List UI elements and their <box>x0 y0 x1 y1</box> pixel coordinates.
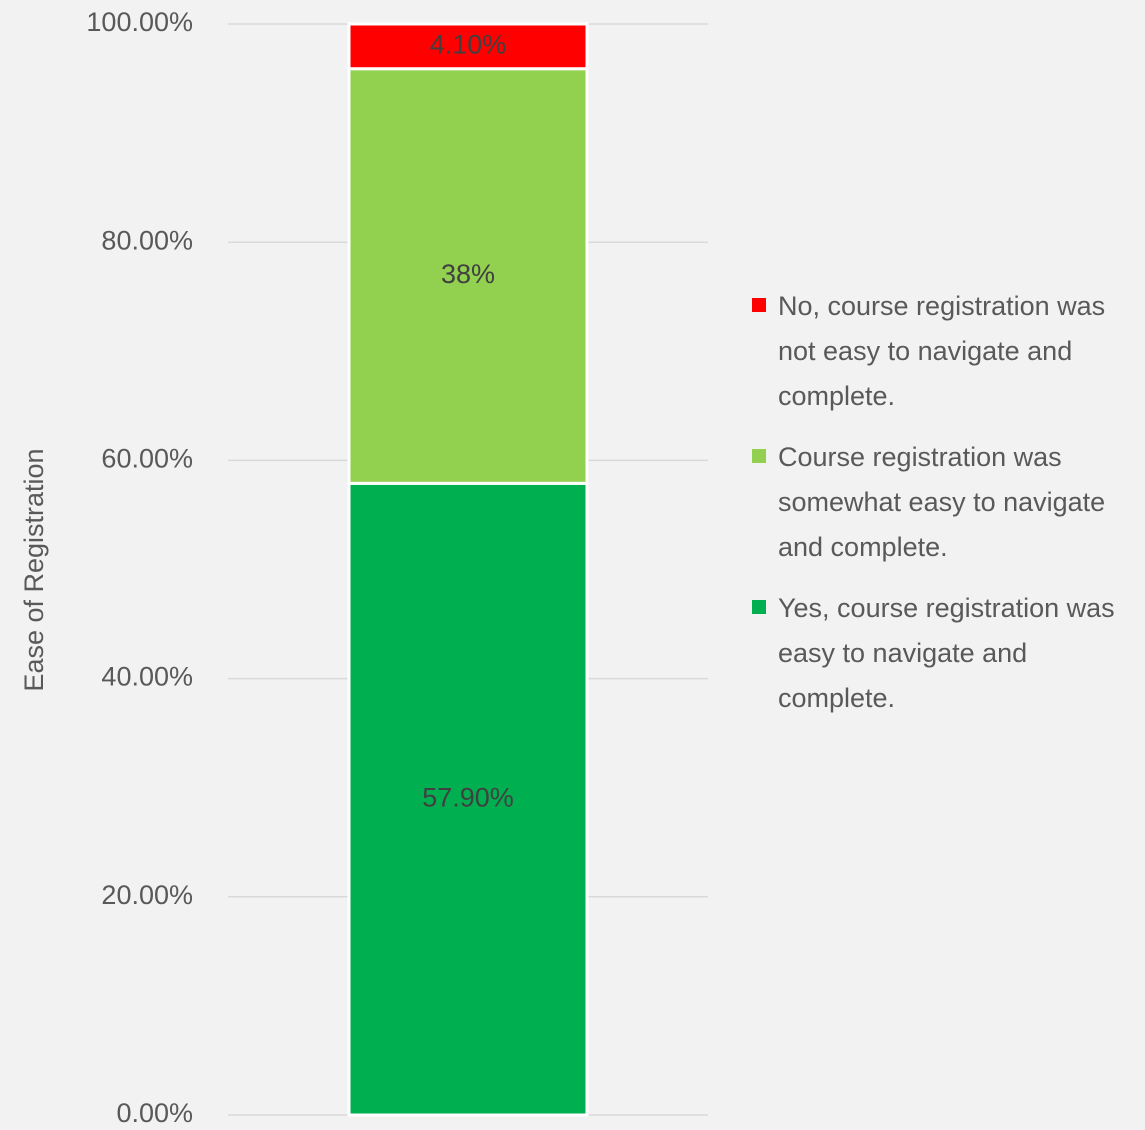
y-tick-label: 40.00% <box>101 662 193 692</box>
bar-segment <box>347 481 589 1117</box>
legend-label: No, course registration was not easy to … <box>778 291 1106 411</box>
y-tick-label: 80.00% <box>101 225 193 255</box>
data-label: 57.90% <box>422 782 514 812</box>
legend-item: Yes, course registration was easy to nav… <box>752 586 1140 721</box>
legend-swatch <box>752 600 766 614</box>
bar-segment <box>347 67 589 485</box>
legend-item: No, course registration was not easy to … <box>752 284 1140 419</box>
y-axis-title: Ease of Registration <box>19 448 49 691</box>
data-label: 4.10% <box>430 29 507 59</box>
y-tick-label: 100.00% <box>86 7 193 37</box>
data-label: 38% <box>441 259 495 289</box>
legend-item: Course registration was somewhat easy to… <box>752 435 1140 570</box>
bar-segment <box>347 22 589 71</box>
legend-swatch <box>752 449 766 463</box>
y-tick-label: 20.00% <box>101 880 193 910</box>
y-tick-label: 60.00% <box>101 444 193 474</box>
legend-swatch <box>752 298 766 312</box>
legend-label: Yes, course registration was easy to nav… <box>778 593 1115 713</box>
legend: No, course registration was not easy to … <box>752 284 1140 737</box>
y-tick-label: 0.00% <box>116 1098 193 1128</box>
legend-label: Course registration was somewhat easy to… <box>778 442 1106 562</box>
